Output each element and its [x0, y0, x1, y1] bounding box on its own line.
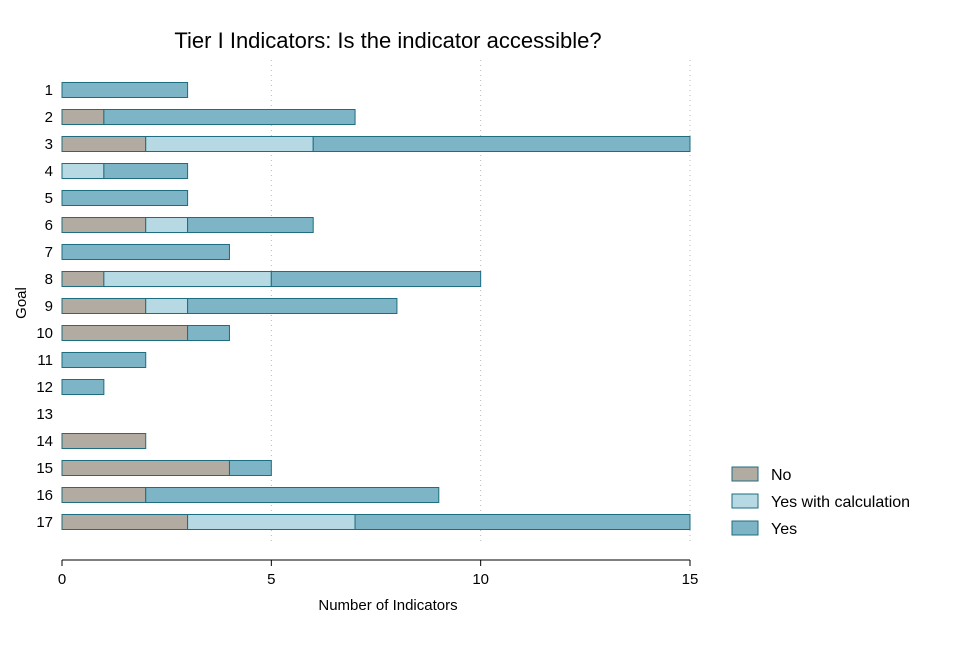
bar-segment	[61, 325, 189, 341]
y-tick-label: 4	[45, 163, 53, 180]
y-tick-label: 17	[36, 514, 53, 531]
bar-segment	[61, 190, 189, 206]
bar-segment	[228, 460, 272, 476]
bar-segment	[61, 379, 105, 395]
bar-segment	[145, 136, 314, 152]
y-tick-label: 14	[36, 433, 53, 450]
bar-segment	[61, 163, 105, 179]
x-tick-label: 5	[267, 571, 275, 588]
y-tick-label: 8	[45, 271, 53, 288]
y-tick-label: 2	[45, 109, 53, 126]
bar-segment	[61, 460, 230, 476]
bar-segment	[61, 271, 105, 287]
bar-segment	[61, 487, 147, 503]
bar-segment	[145, 217, 189, 233]
legend-swatch	[731, 466, 759, 482]
bar-segment	[187, 514, 356, 530]
bar-segment	[187, 298, 398, 314]
y-tick-label: 3	[45, 136, 53, 153]
y-tick-label: 15	[36, 460, 53, 477]
x-tick-label: 15	[682, 571, 699, 588]
y-tick-label: 16	[36, 487, 53, 504]
y-tick-label: 9	[45, 298, 53, 315]
y-tick-label: 10	[36, 325, 53, 342]
bar-segment	[103, 163, 189, 179]
x-axis: 0 5 10 15	[58, 559, 699, 588]
bar-segment	[187, 325, 230, 341]
bar-segment	[61, 82, 189, 98]
legend-label: Yes	[771, 521, 797, 538]
bar-segment	[61, 244, 230, 260]
bars	[61, 82, 691, 530]
legend-swatch	[731, 493, 759, 509]
bar-segment	[61, 136, 147, 152]
y-tick-label: 7	[45, 244, 53, 261]
x-tick-label: 10	[472, 571, 489, 588]
legend-swatch	[731, 520, 759, 536]
y-tick-label: 11	[37, 352, 53, 369]
bar-segment	[61, 298, 147, 314]
bar-segment	[61, 433, 147, 449]
legend-label: Yes with calculation	[771, 494, 910, 511]
bar-segment	[103, 271, 272, 287]
bar-segment	[145, 298, 189, 314]
x-axis-title: Number of Indicators	[318, 597, 457, 614]
bar-segment	[61, 217, 147, 233]
bar-segment	[61, 352, 147, 368]
chart-title: Tier I Indicators: Is the indicator acce…	[174, 28, 601, 53]
y-tick-label: 1	[45, 82, 53, 99]
bar-segment	[354, 514, 691, 530]
legend: No Yes with calculation Yes	[731, 466, 910, 538]
bar-segment	[270, 271, 482, 287]
y-tick-label: 6	[45, 217, 53, 234]
y-axis-title: Goal	[13, 287, 30, 319]
bar-segment	[103, 109, 356, 125]
y-tick-label: 13	[36, 406, 53, 423]
y-tick-label: 5	[45, 190, 53, 207]
bar-segment	[312, 136, 691, 152]
x-tick-label: 0	[58, 571, 66, 588]
legend-label: No	[771, 467, 792, 484]
bar-segment	[61, 514, 189, 530]
bar-segment	[61, 109, 105, 125]
bar-segment	[145, 487, 440, 503]
bar-segment	[187, 217, 314, 233]
y-tick-label: 12	[36, 379, 53, 396]
